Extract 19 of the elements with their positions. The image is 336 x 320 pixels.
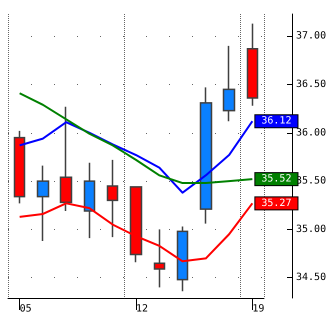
x-tick-label: 19 [252, 304, 264, 314]
data-label: 36.12 [261, 116, 292, 127]
candlestick [222, 45, 236, 122]
y-tick-label: 37.00 [296, 30, 326, 42]
candlestick [84, 162, 96, 239]
data-label: 35.27 [261, 198, 292, 209]
x-tick-label: 12 [136, 304, 148, 314]
line-series [18, 92, 254, 184]
candlestick [200, 86, 212, 224]
candlestick [176, 226, 188, 292]
data-label: 35.52 [261, 174, 292, 185]
candlestick [246, 22, 258, 107]
y-tick-label: 36.00 [296, 127, 326, 138]
y-tick-label: 36.50 [296, 79, 326, 90]
candlestick [36, 164, 50, 242]
candlestick [14, 130, 26, 204]
y-tick-label: 34.50 [296, 272, 326, 284]
y-tick-label: 35.00 [296, 224, 326, 235]
x-tick-label: 05 [20, 304, 32, 314]
